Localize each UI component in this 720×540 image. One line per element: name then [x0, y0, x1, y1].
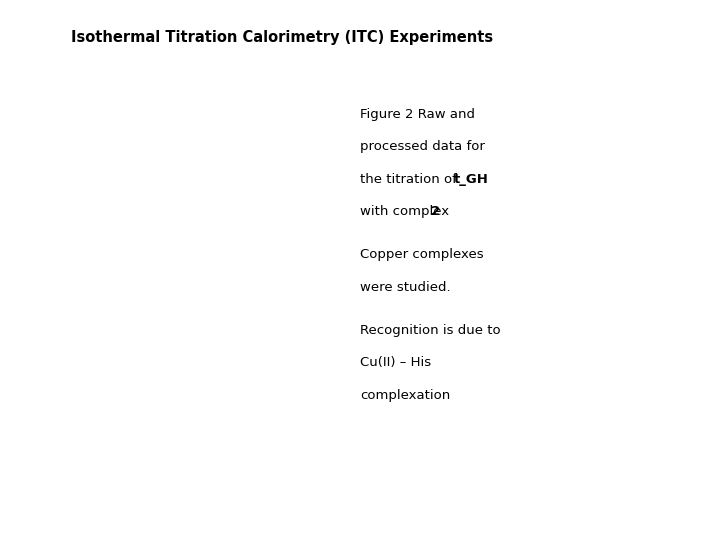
Text: t_GH: t_GH: [454, 173, 488, 186]
Text: Figure 2 Raw and: Figure 2 Raw and: [360, 108, 475, 121]
Text: 2: 2: [431, 205, 441, 218]
Text: with complex: with complex: [360, 205, 454, 218]
Text: Cu(II) – His: Cu(II) – His: [360, 356, 431, 369]
Text: were studied.: were studied.: [360, 281, 451, 294]
Text: the titration of: the titration of: [360, 173, 461, 186]
Text: processed data for: processed data for: [360, 140, 485, 153]
Text: Copper complexes: Copper complexes: [360, 248, 484, 261]
Text: Isothermal Titration Calorimetry (ITC) Experiments: Isothermal Titration Calorimetry (ITC) E…: [71, 30, 492, 45]
Text: Recognition is due to: Recognition is due to: [360, 324, 500, 337]
Text: complexation: complexation: [360, 389, 450, 402]
